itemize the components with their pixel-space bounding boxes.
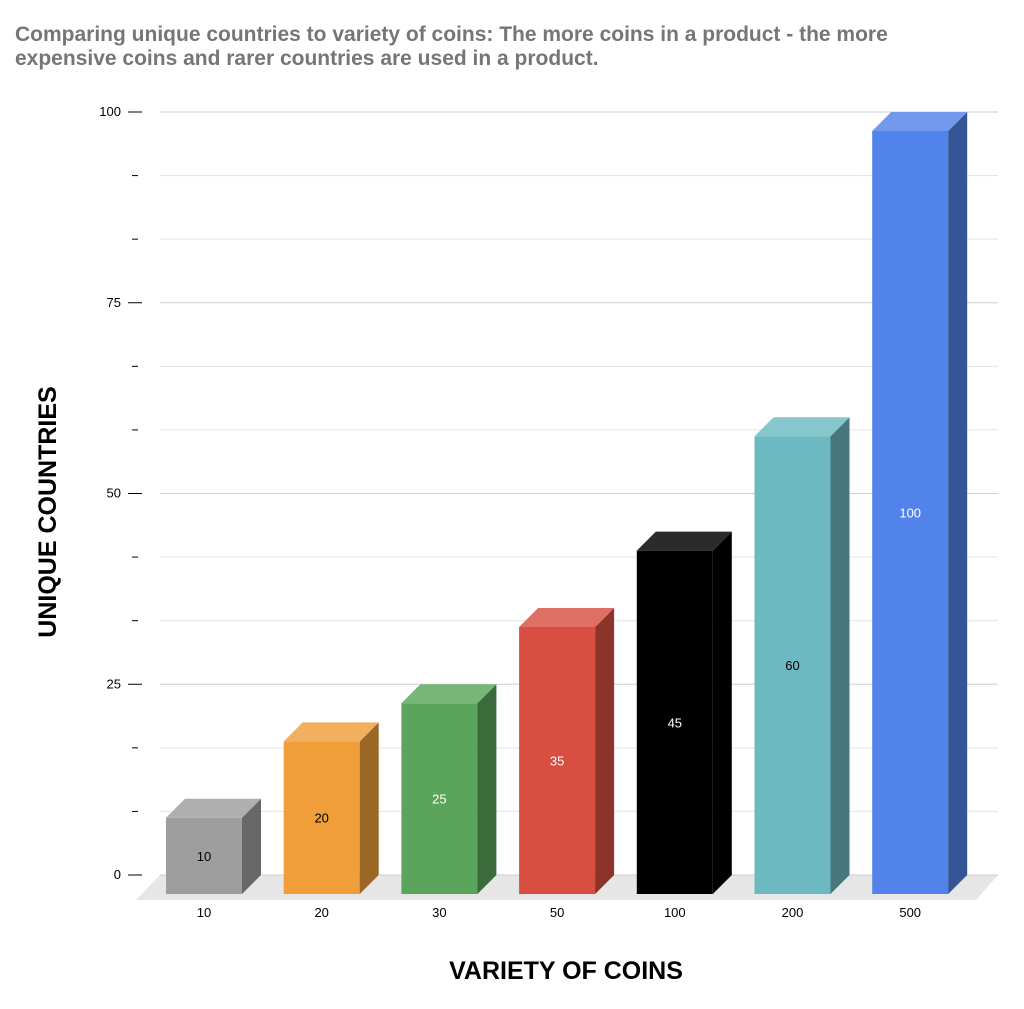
bar-value-label: 35 <box>550 753 564 768</box>
bar: 60 <box>754 417 850 894</box>
bar-value-label: 100 <box>899 506 921 521</box>
bars: 10 20 25 35 45 60 100 <box>166 112 968 894</box>
bar-top <box>519 607 615 627</box>
x-tick-label: 50 <box>550 905 564 920</box>
bar-value-label: 10 <box>197 849 211 864</box>
bar-front <box>166 817 242 894</box>
bar: 35 <box>519 607 615 894</box>
y-tick-label: 75 <box>107 295 121 310</box>
bar: 20 <box>283 722 379 894</box>
y-axis: 0 25 50 75 100 <box>99 104 142 882</box>
x-tick-label: 200 <box>782 905 804 920</box>
bar-front <box>872 131 949 894</box>
x-tick-label: 20 <box>314 905 328 920</box>
bar-top <box>166 798 261 818</box>
bar: 25 <box>401 684 497 894</box>
bar-side <box>948 112 968 894</box>
bar-front <box>636 550 713 894</box>
bar-top <box>872 112 968 131</box>
x-tick-label: 100 <box>664 905 686 920</box>
x-axis: 10 20 30 50 100 200 500 <box>197 905 921 920</box>
bar-top <box>636 531 732 551</box>
x-axis-title: VARIETY OF COINS <box>449 957 683 985</box>
y-tick-label: 50 <box>107 486 121 501</box>
bar-front <box>519 626 596 894</box>
x-tick-label: 30 <box>432 905 446 920</box>
bar-front <box>283 741 360 894</box>
y-tick-label: 0 <box>114 867 121 882</box>
bar-front <box>401 703 478 894</box>
x-tick-label: 10 <box>197 905 211 920</box>
bar-top <box>401 684 497 704</box>
bar-side <box>595 607 615 894</box>
x-tick-label: 500 <box>899 905 921 920</box>
bar-value-label: 60 <box>785 658 799 673</box>
bar: 100 <box>872 112 968 894</box>
bar-value-label: 25 <box>432 792 446 807</box>
chart-title: Comparing unique countries to variety of… <box>15 23 888 70</box>
bar-top <box>283 722 379 742</box>
bar-front <box>754 436 831 894</box>
bar-top <box>754 417 850 437</box>
bar: 45 <box>636 531 732 894</box>
y-tick-label: 100 <box>99 104 121 119</box>
bar-side <box>477 684 497 894</box>
bar: 10 <box>166 798 261 894</box>
bar-value-label: 45 <box>668 715 682 730</box>
y-tick-label: 25 <box>107 676 121 691</box>
bar-side <box>242 798 261 894</box>
bar-value-label: 20 <box>314 811 328 826</box>
y-axis-title: UNIQUE COUNTRIES <box>34 386 62 637</box>
bar-side <box>830 417 850 894</box>
bar-side <box>712 531 732 894</box>
bar-side <box>359 722 379 894</box>
